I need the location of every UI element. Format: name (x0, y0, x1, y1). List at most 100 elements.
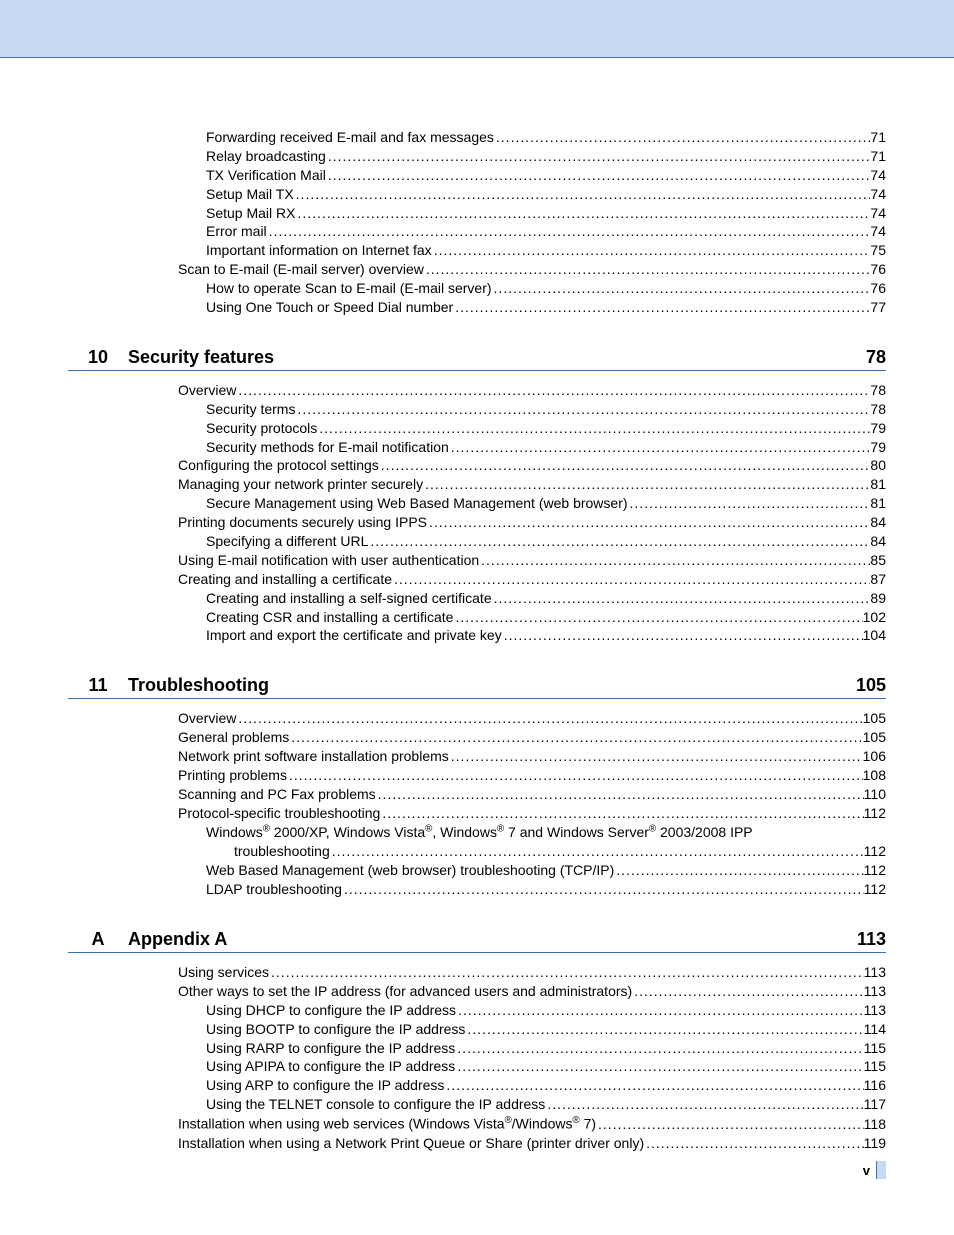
toc-entry: Error mail 74 (68, 222, 886, 241)
toc-entry-label: General problems (178, 728, 289, 747)
section-page: 78 (866, 347, 886, 368)
toc-entry-label: Using services (178, 963, 269, 982)
toc-leader (596, 1115, 864, 1134)
toc-leader (492, 279, 871, 298)
toc-entry: Creating and installing a certificate87 (68, 570, 886, 589)
toc-entry-page: 112 (864, 880, 886, 899)
pre-section-entries: Forwarding received E-mail and fax messa… (68, 128, 886, 317)
toc-leader (294, 185, 871, 204)
toc-entry-label: Using APIPA to configure the IP address (206, 1057, 455, 1076)
toc-leader (269, 963, 864, 982)
toc-entry-page: 118 (864, 1115, 886, 1134)
toc-entry: Other ways to set the IP address (for ad… (68, 982, 886, 1001)
toc-entry: Forwarding received E-mail and fax messa… (68, 128, 886, 147)
toc-content: Forwarding received E-mail and fax messa… (0, 58, 954, 1153)
toc-leader (632, 982, 863, 1001)
toc-entry-label: Managing your network printer securely (178, 475, 423, 494)
toc-entry-label: Windows® 2000/XP, Windows Vista®, Window… (206, 824, 753, 840)
toc-entry-page: 116 (864, 1076, 886, 1095)
toc-entry-label: Scanning and PC Fax problems (178, 785, 376, 804)
toc-entry-label-continuation: troubleshooting (234, 842, 330, 861)
section-page: 113 (857, 929, 886, 950)
toc-leader (380, 804, 863, 823)
toc-leader (295, 400, 870, 419)
toc-entry-label: Printing problems (178, 766, 287, 785)
section-title: Appendix A (128, 929, 857, 950)
toc-entry-page: 115 (864, 1039, 886, 1058)
toc-entry-page: 74 (870, 185, 886, 204)
toc-entry-label: Using BOOTP to configure the IP address (206, 1020, 465, 1039)
toc-entry-page: 81 (870, 475, 886, 494)
toc-entry: Scan to E-mail (E-mail server) overview7… (68, 260, 886, 279)
toc-entry-label: LDAP troubleshooting (206, 880, 342, 899)
section-page: 105 (856, 675, 886, 696)
toc-entry: Using the TELNET console to configure th… (68, 1095, 886, 1114)
toc-entry: Using E-mail notification with user auth… (68, 551, 886, 570)
toc-leader (330, 842, 864, 861)
toc-entry-page: 79 (870, 438, 886, 457)
toc-entry-page: 84 (870, 513, 886, 532)
toc-entry-page: 79 (870, 419, 886, 438)
toc-leader (444, 1076, 863, 1095)
toc-entry-label: Installation when using a Network Print … (178, 1134, 644, 1153)
section-title: Security features (128, 347, 866, 368)
toc-entry-label: Specifying a different URL (206, 532, 368, 551)
toc-entry: Specifying a different URL84 (68, 532, 886, 551)
toc-leader (644, 1134, 864, 1153)
toc-entry-label: Relay broadcasting (206, 147, 326, 166)
toc-entry-page: 119 (864, 1134, 886, 1153)
toc-entry-label: Printing documents securely using IPPS (178, 513, 427, 532)
toc-entry-label: Error mail (206, 222, 267, 241)
toc-entry-label: Overview (178, 709, 236, 728)
toc-entry-label: Security terms (206, 400, 295, 419)
toc-entry-page: 71 (870, 128, 886, 147)
toc-entry: Windows® 2000/XP, Windows Vista®, Window… (68, 823, 886, 861)
toc-entry: Installation when using web services (Wi… (68, 1114, 886, 1134)
toc-entry-label: Using RARP to configure the IP address (206, 1039, 455, 1058)
toc-entry: Using RARP to configure the IP address 11… (68, 1039, 886, 1058)
toc-entry: TX Verification Mail74 (68, 166, 886, 185)
toc-leader (455, 1039, 863, 1058)
toc-leader (502, 626, 863, 645)
toc-entry-label: How to operate Scan to E-mail (E-mail se… (206, 279, 492, 298)
toc-entry: Import and export the certificate and pr… (68, 626, 886, 645)
toc-entry-page: 89 (870, 589, 886, 608)
toc-entry-label: Important information on Internet fax (206, 241, 432, 260)
toc-entry-label: Import and export the certificate and pr… (206, 626, 502, 645)
toc-entry-page: 106 (863, 747, 886, 766)
toc-entry: Setup Mail RX74 (68, 204, 886, 223)
page-footer: v (863, 1161, 886, 1179)
toc-entry-page: 80 (870, 456, 886, 475)
toc-entry-label: Overview (178, 381, 236, 400)
toc-entry-label: Other ways to set the IP address (for ad… (178, 982, 632, 1001)
toc-entry: Managing your network printer securely 81 (68, 475, 886, 494)
toc-entry: Setup Mail TX74 (68, 185, 886, 204)
toc-entry: Scanning and PC Fax problems 110 (68, 785, 886, 804)
toc-entry: Secure Management using Web Based Manage… (68, 494, 886, 513)
toc-entry: Printing documents securely using IPPS 84 (68, 513, 886, 532)
toc-leader (465, 1020, 863, 1039)
toc-leader (494, 128, 871, 147)
section-title: Troubleshooting (128, 675, 856, 696)
toc-entry: Using ARP to configure the IP address116 (68, 1076, 886, 1095)
toc-leader (236, 381, 870, 400)
toc-leader (423, 475, 870, 494)
toc-leader (432, 241, 871, 260)
toc-entry: LDAP troubleshooting 112 (68, 880, 886, 899)
toc-leader (456, 1001, 864, 1020)
toc-entry-page: 110 (864, 785, 886, 804)
toc-entry-page: 115 (864, 1057, 886, 1076)
toc-entry-page: 74 (870, 222, 886, 241)
toc-entry-page: 71 (870, 147, 886, 166)
toc-entry-label: Web Based Management (web browser) troub… (206, 861, 614, 880)
toc-entry-page: 112 (864, 804, 886, 823)
toc-leader (453, 298, 870, 317)
toc-entry-label: Scan to E-mail (E-mail server) overview (178, 260, 424, 279)
toc-entry-page: 76 (870, 279, 886, 298)
toc-entry: Overview78 (68, 381, 886, 400)
toc-entry-page: 87 (870, 570, 886, 589)
toc-entry: Installation when using a Network Print … (68, 1134, 886, 1153)
toc-leader (376, 785, 864, 804)
toc-entry-page: 102 (863, 608, 886, 627)
toc-entry-page: 113 (864, 982, 886, 1001)
